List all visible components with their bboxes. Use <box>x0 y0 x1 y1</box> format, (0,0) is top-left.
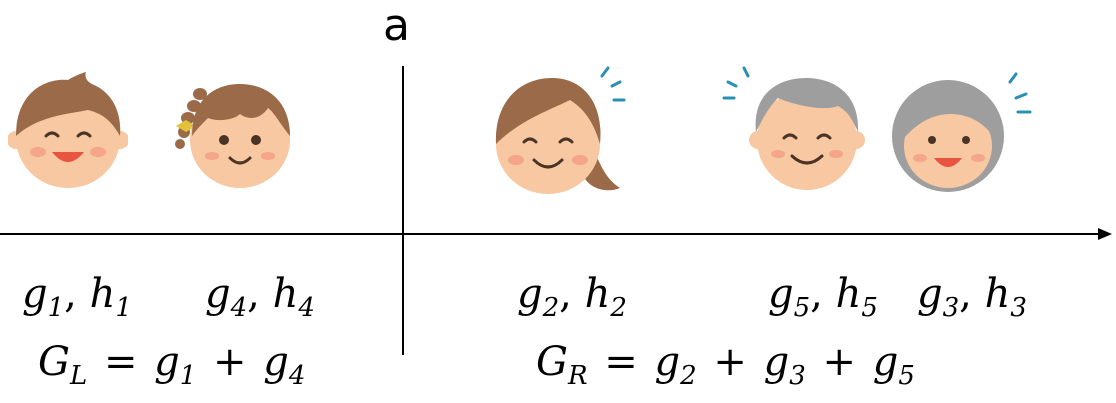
old-woman-face-icon <box>892 72 1032 192</box>
old-man-face-icon <box>722 66 865 190</box>
woman-face-icon <box>495 66 626 194</box>
point-label-4: g4, h4 <box>205 271 315 323</box>
right-sum-equation: GR = g2 + g3 + g5 <box>536 339 915 391</box>
point-label-5: g5, h5 <box>768 271 878 323</box>
boy-face-icon <box>8 72 128 188</box>
point-label-2: g2, h2 <box>517 271 627 323</box>
point-label-1: g1, h1 <box>22 271 132 323</box>
point-label-3: g3, h3 <box>917 271 1027 323</box>
split-label: a <box>383 0 410 51</box>
x-axis-arrowhead <box>1098 228 1112 240</box>
girl-face-icon <box>175 84 290 188</box>
left-sum-equation: GL = g1 + g4 <box>38 339 306 391</box>
